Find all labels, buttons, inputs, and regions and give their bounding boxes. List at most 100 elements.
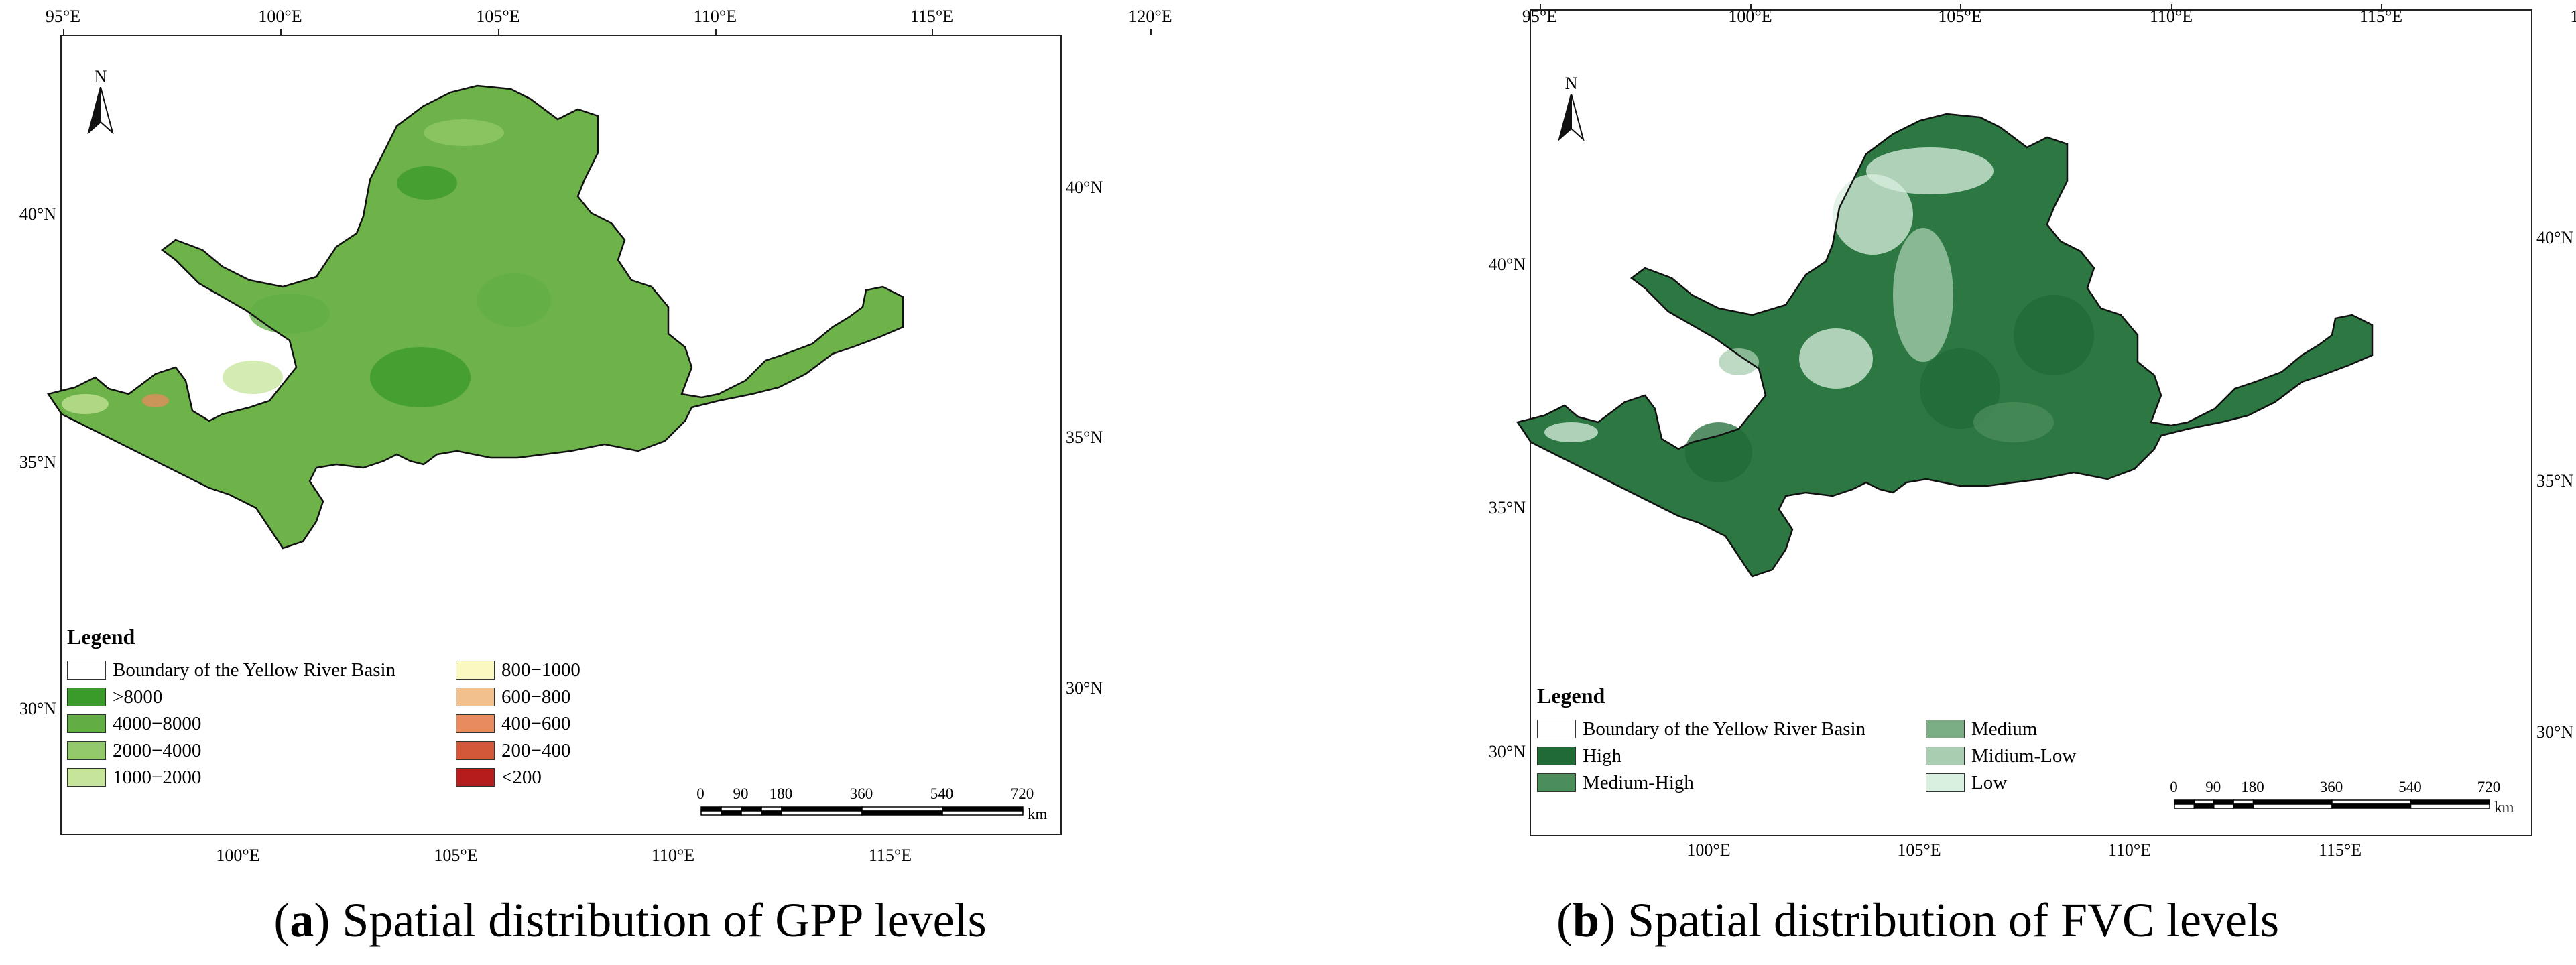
scale-label: 0 [2170,779,2178,795]
legend-label: 800−1000 [501,659,580,681]
figure-caption: (b) Spatial distribution of FVC levels [1556,893,2279,947]
legend-label: Boundary of the Yellow River Basin [1583,718,1866,740]
scale-label: 720 [1010,785,1034,802]
level-patch [2014,295,2094,375]
level-patch [223,361,283,394]
level-patch [1866,147,1994,194]
map-legend: Legend Boundary of the Yellow River Basin… [67,625,580,788]
level-patch [1920,348,2000,429]
legend-label: >8000 [113,686,163,708]
longitude-tick-top: 105°E [476,7,520,26]
longitude-tick-bottom: 100°E [1686,840,1731,860]
level-patch [142,394,169,407]
tick-mark [280,29,282,35]
legend-swatch [456,741,495,760]
legend-label: Midium-Low [1971,745,2077,767]
level-patch [1893,228,1953,362]
latitude-tick-left: 40°N [1488,255,1526,274]
level-patch [1685,422,1752,482]
legend-swatch [67,688,106,706]
scale-label: 360 [849,785,873,802]
legend-item: 400−600 [456,710,570,737]
map-legend: Legend Boundary of the Yellow River Basin… [1537,684,2076,793]
latitude-tick-left: 35°N [1488,498,1526,517]
tick-mark [932,29,933,35]
scale-bar-graphic [2174,799,2490,809]
scale-bar-graphic [700,806,1024,816]
level-patch [62,394,109,414]
level-patch [424,119,504,146]
caption-text: Spatial distribution of FVC levels [1628,893,2279,947]
scale-unit: km [1028,806,1048,822]
legend-item: <200 [456,764,542,791]
legend-item: Midium-Low [1926,743,2076,769]
legend-item: 800−1000 [456,657,580,684]
north-arrow: N [87,67,114,139]
caption-text: Spatial distribution of GPP levels [342,893,987,947]
north-label: N [94,67,107,86]
legend-label: Low [1971,771,2008,793]
scale-unit: km [2494,799,2514,816]
tick-mark [498,29,499,35]
longitude-tick-top: 105°E [1938,7,1982,26]
level-patch [249,294,330,334]
north-arrow: N [1558,74,1585,145]
longitude-tick-bottom: 105°E [1897,840,1941,860]
legend-label: 400−600 [501,712,571,734]
legend-swatch [1537,720,1576,738]
tick-mark [63,29,64,35]
longitude-tick-bottom: 110°E [651,846,695,865]
scale-label: 90 [2205,779,2221,795]
legend-item: Boundary of the Yellow River Basin [67,657,395,684]
legend-label: Medium-High [1583,771,1694,793]
scale-label: 0 [696,785,704,802]
longitude-tick-bottom: 110°E [2107,840,2152,860]
level-patch [1544,422,1598,442]
latitude-tick-right: 30°N [2536,722,2574,742]
tick-mark [2381,4,2382,9]
longitude-tick-bottom: 105°E [434,846,478,865]
legend-title: Legend [67,625,135,649]
scale-label: 540 [930,785,954,802]
latitude-tick-right: 40°N [1066,178,1103,197]
longitude-tick-bottom: 100°E [216,846,260,865]
legend-swatch [1537,747,1576,765]
longitude-tick-bottom: 115°E [2318,840,2362,860]
level-patch [1973,402,2054,442]
legend-swatch [456,714,495,733]
legend-label: 2000−4000 [113,739,202,761]
longitude-tick-top: 95°E [1522,7,1558,26]
legend-swatch [1537,773,1576,792]
level-patch [370,347,471,407]
caption-letter: b [1572,893,1600,947]
legend-swatch [456,688,495,706]
latitude-tick-left: 30°N [19,699,56,718]
basin-boundary [1516,113,2374,578]
legend-item: >8000 [67,684,162,710]
legend-item: Low [1926,769,2007,796]
latitude-tick-right: 40°N [2536,228,2574,247]
latitude-tick-left: 30°N [1488,742,1526,761]
longitude-tick-top: 110°E [693,7,737,26]
tick-mark [1750,4,1752,9]
legend-item: 1000−2000 [67,764,201,791]
legend-label: 200−400 [501,739,571,761]
legend-label: <200 [501,766,542,788]
figure-caption: (a) Spatial distribution of GPP levels [273,893,987,947]
legend-label: High [1583,745,1621,767]
legend-label: Boundary of the Yellow River Basin [113,659,396,681]
level-patch [397,166,457,200]
basin-boundary [46,84,904,550]
longitude-tick-top: 110°E [2149,7,2193,26]
tick-mark [1150,29,1152,35]
legend-swatch [1926,747,1965,765]
longitude-tick-top: 120°E [1128,7,1172,26]
legend-swatch [67,714,106,733]
longitude-tick-bottom: 115°E [868,846,912,865]
panel-fvc-map: 95°E 100°E 105°E 110°E 115°E 120°E 100°E 105°E 1… [1288,0,2576,965]
longitude-tick-top: 115°E [910,7,954,26]
scale-bar: 0 90 180 360 540 720 km [696,785,1062,826]
legend-title: Legend [1537,684,1605,708]
legend-item: 200−400 [456,737,570,764]
legend-item: Boundary of the Yellow River Basin [1537,716,1865,743]
